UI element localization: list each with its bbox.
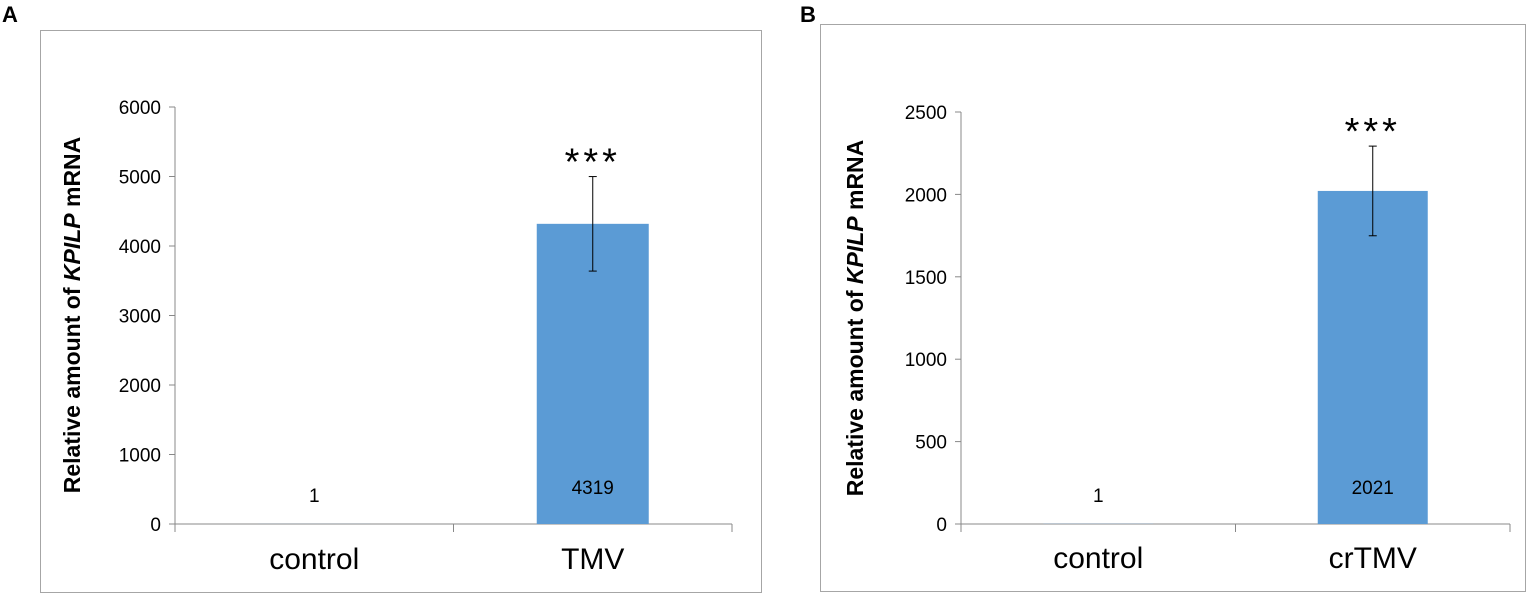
data-label-control: 1 — [1093, 486, 1104, 507]
y-tick-label: 3000 — [119, 307, 161, 328]
data-label-control: 1 — [309, 486, 320, 507]
x-category-label-crTMV: crTMV — [1329, 542, 1417, 575]
significance-crTMV: *** — [1345, 111, 1401, 153]
data-label-crTMV: 2021 — [1352, 478, 1394, 499]
y-axis-title-part: Relative amount of — [842, 284, 868, 496]
y-axis-title: Relative amount of KPILP mRNA — [59, 137, 85, 494]
y-axis-title-part: mRNA — [59, 137, 85, 214]
y-axis-title-part: Relative amount of — [59, 281, 85, 493]
significance-TMV: *** — [565, 142, 621, 184]
y-tick-label: 1000 — [905, 350, 947, 371]
y-tick-label: 2000 — [905, 185, 947, 206]
y-tick-label: 2500 — [905, 103, 947, 124]
y-axis-title-gene: KPILP — [842, 216, 868, 284]
y-axis-title: Relative amount of KPILP mRNA — [842, 140, 868, 497]
panel-label-a: A — [2, 2, 18, 27]
y-tick-label: 500 — [915, 433, 947, 454]
y-tick-label: 0 — [936, 515, 947, 536]
y-tick-label: 1500 — [905, 268, 947, 289]
y-tick-label: 6000 — [119, 98, 161, 119]
y-tick-label: 0 — [150, 515, 161, 536]
y-tick-label: 2000 — [119, 376, 161, 397]
y-tick-label: 4000 — [119, 237, 161, 258]
chart-panel-b: 0 500 1000 1500 2000 2500 1 control 2021 *** crTMV… — [820, 24, 1526, 592]
panel-label-b: B — [800, 2, 816, 27]
y-axis-title-part: mRNA — [842, 140, 868, 217]
data-label-TMV: 4319 — [572, 478, 614, 499]
bar-TMV — [536, 223, 649, 524]
x-category-label-control: control — [269, 543, 359, 576]
x-category-label-control: control — [1053, 542, 1143, 575]
chart-panel-a: 0 1000 2000 3000 4000 5000 6000 1 control 4319 ***… — [40, 30, 762, 593]
y-tick-label: 5000 — [119, 168, 161, 189]
bar-crTMV — [1317, 190, 1428, 524]
y-tick-label: 1000 — [119, 446, 161, 467]
x-category-label-TMV: TMV — [561, 543, 624, 576]
y-axis-title-gene: KPILP — [59, 213, 85, 281]
